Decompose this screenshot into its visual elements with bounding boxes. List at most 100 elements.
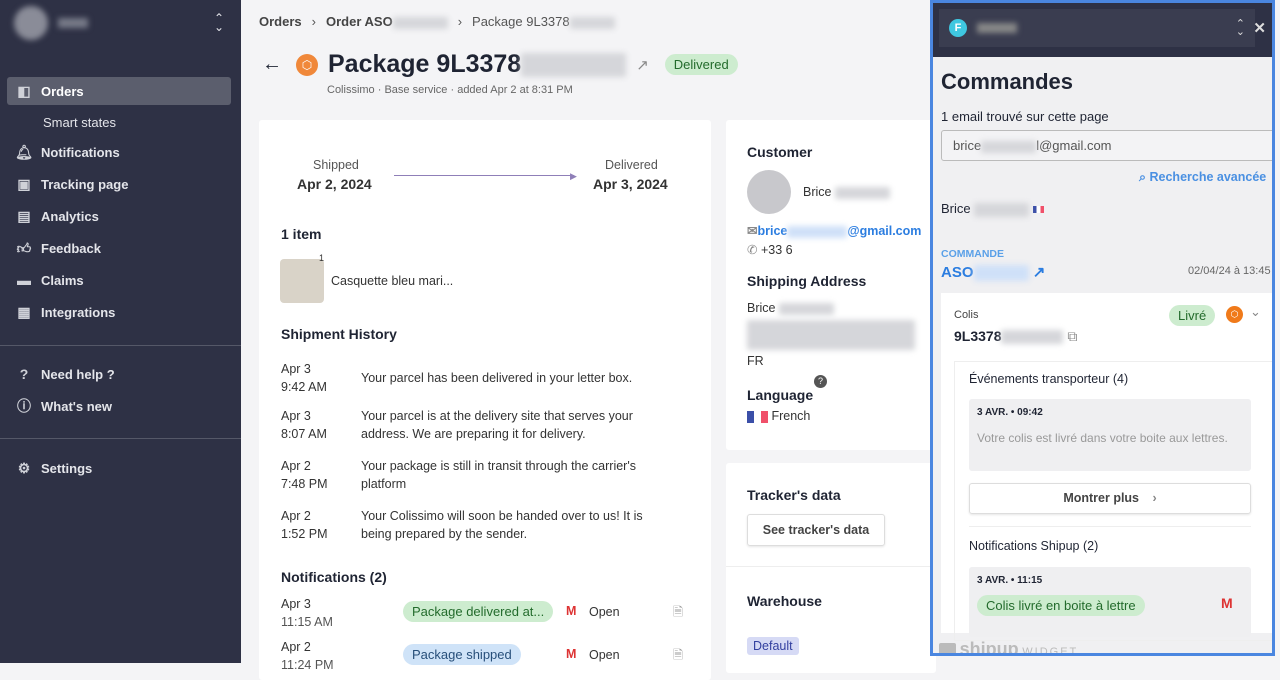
chevron-updown-icon: ⌃ ⌄ bbox=[1235, 18, 1245, 38]
sidebar-item-smart-states[interactable]: Smart states bbox=[7, 108, 231, 136]
breadcrumb-order[interactable]: Order ASO bbox=[326, 14, 448, 29]
external-link-icon: ↗ bbox=[1032, 264, 1046, 281]
tracking-number: 9L3378 ⧉ bbox=[954, 328, 1078, 345]
sidebar-item-help[interactable]: ? Need help ? bbox=[7, 360, 231, 388]
help-icon[interactable]: ? bbox=[814, 375, 827, 388]
avatar bbox=[747, 170, 791, 214]
back-arrow-icon[interactable]: ← bbox=[262, 53, 282, 75]
info-icon: ⓘ bbox=[17, 398, 31, 414]
label: Claims bbox=[41, 272, 84, 288]
colissimo-carrier-icon: ⬡ bbox=[1226, 306, 1243, 323]
notification-label: Colis livré en boite à lettre bbox=[977, 595, 1145, 616]
avatar bbox=[14, 6, 48, 40]
order-date: 02/04/24 à 13:45 bbox=[1188, 265, 1271, 277]
show-more-button[interactable]: Montrer plus › bbox=[969, 483, 1251, 514]
warehouse-title: Warehouse bbox=[747, 593, 822, 609]
item-quantity: 1 bbox=[319, 253, 325, 263]
widget-title: Commandes bbox=[941, 69, 1074, 94]
history-title: Shipment History bbox=[281, 326, 397, 342]
sidebar-item-integrations[interactable]: ▦ Integrations bbox=[7, 298, 231, 326]
account-switcher[interactable]: F ⌃ ⌄ bbox=[939, 9, 1255, 47]
box-icon: ◧ bbox=[17, 82, 31, 99]
product-image[interactable] bbox=[280, 259, 324, 303]
sidebar-item-notifications[interactable]: 🔔︎ Notifications bbox=[7, 138, 231, 166]
shipping-address-title: Shipping Address bbox=[747, 273, 867, 289]
email-search-input[interactable]: brice l@gmail.com bbox=[941, 130, 1272, 161]
notifications-title: Notifications Shipup (2) bbox=[969, 539, 1099, 553]
help-icon: ? bbox=[19, 366, 29, 382]
sidebar-item-orders[interactable]: ◧ Orders bbox=[7, 77, 231, 105]
search-icon: ⌕ bbox=[1139, 170, 1147, 184]
package-subtitle: Colissimo · Base service · added Apr 2 a… bbox=[327, 84, 573, 96]
divider bbox=[969, 526, 1251, 527]
event-text: Your Colissimo will soon be handed over … bbox=[361, 509, 643, 541]
customer-phone: ✆ +33 6 bbox=[747, 243, 793, 257]
parcel-card: Colis Livré ⬡ ⌄ 9L3378 ⧉ Événements tran… bbox=[941, 293, 1272, 641]
event-date: Apr 2 1:52 PM bbox=[281, 509, 328, 541]
sidebar-item-whats-new[interactable]: ⓘ What's new bbox=[7, 392, 231, 420]
event-item: 3 AVR. • 09:42 Votre colis est livré dan… bbox=[969, 399, 1251, 471]
advanced-search-link[interactable]: ⌕ Recherche avancée bbox=[1139, 170, 1267, 184]
customer-email[interactable]: ✉brice @gmail.com bbox=[747, 224, 922, 238]
document-icon[interactable]: 🗎 bbox=[673, 605, 684, 619]
document-icon[interactable]: 🗎 bbox=[673, 648, 684, 662]
bar-chart-icon: ▤ bbox=[17, 207, 31, 224]
sidebar-item-feedback[interactable]: 👍︎ Feedback bbox=[7, 234, 231, 262]
page-header: ← ⬡ Package 9L3378 ↗ Delivered bbox=[262, 50, 738, 79]
notification-date: Apr 3 11:15 AM bbox=[281, 597, 333, 629]
notification-date: Apr 2 11:24 PM bbox=[281, 640, 334, 672]
delivered-date: Apr 3, 2024 bbox=[593, 176, 668, 192]
shipped-date: Apr 2, 2024 bbox=[297, 176, 372, 192]
label: Feedback bbox=[41, 240, 101, 256]
events-panel: Événements transporteur (4) 3 AVR. • 09:… bbox=[954, 361, 1272, 641]
thumbs-up-icon: 👍︎ bbox=[16, 239, 32, 256]
gmail-icon: M bbox=[566, 604, 577, 618]
french-flag-icon bbox=[1032, 206, 1044, 213]
external-link-icon[interactable]: ↗ bbox=[636, 56, 649, 74]
chevron-down-icon[interactable]: ⌄ bbox=[1250, 304, 1261, 319]
workspace-name bbox=[58, 18, 88, 28]
page-title: Package 9L3378 bbox=[328, 50, 627, 79]
breadcrumb-package: Package 9L3378 bbox=[472, 14, 615, 29]
copy-icon[interactable]: ⧉ bbox=[1067, 328, 1078, 344]
workspace-switcher[interactable]: ⌃ ⌄ bbox=[14, 6, 224, 40]
items-title: 1 item bbox=[281, 226, 322, 242]
shipup-widget-logo: shipup WIDGET bbox=[939, 639, 1272, 653]
sidebar-item-claims[interactable]: ▬ Claims bbox=[7, 266, 231, 294]
warehouse-tag: Default bbox=[747, 637, 799, 655]
label: Smart states bbox=[43, 114, 116, 130]
sidebar-item-tracking-page[interactable]: ▣ Tracking page bbox=[7, 170, 231, 198]
event-text: Your parcel has been delivered in your l… bbox=[361, 371, 633, 385]
sidebar: ⌃ ⌄ ◧ Orders Smart states 🔔︎ Notifications … bbox=[0, 0, 241, 663]
label: Need help ? bbox=[41, 366, 115, 382]
divider bbox=[0, 438, 241, 439]
event-text: Votre colis est livré dans votre boite a… bbox=[977, 431, 1228, 445]
sidebar-item-analytics[interactable]: ▤ Analytics bbox=[7, 202, 231, 230]
label: What's new bbox=[41, 398, 112, 414]
package-details-card: Shipped Apr 2, 2024 ▶ Delivered Apr 3, 2… bbox=[259, 120, 711, 680]
events-title: Événements transporteur (4) bbox=[969, 372, 1129, 386]
label: Integrations bbox=[41, 304, 116, 320]
chevron-right-icon: › bbox=[311, 14, 316, 29]
item-name[interactable]: Casquette bleu mari... bbox=[331, 274, 454, 288]
see-trackers-data-button[interactable]: See tracker's data bbox=[747, 514, 885, 546]
breadcrumb-orders[interactable]: Orders bbox=[259, 14, 302, 29]
event-date: Apr 2 7:48 PM bbox=[281, 459, 328, 491]
notification-template[interactable]: Package delivered at... bbox=[403, 601, 554, 622]
sidebar-item-settings[interactable]: ⚙ Settings bbox=[7, 454, 231, 482]
address-lines bbox=[747, 320, 915, 350]
notification-item: 3 AVR. • 11:15 Colis livré en boite à le… bbox=[969, 567, 1251, 637]
customer-name: Brice bbox=[803, 185, 890, 199]
arrow-right-icon: ▶ bbox=[570, 171, 577, 181]
notification-template[interactable]: Package shipped bbox=[403, 644, 521, 665]
order-link[interactable]: ASO ↗ bbox=[941, 264, 1046, 282]
widget-header: F ⌃ ⌄ ✕ bbox=[933, 3, 1272, 57]
ship-country: FR bbox=[747, 354, 764, 368]
close-icon[interactable]: ✕ bbox=[1253, 20, 1266, 37]
ship-name: Brice bbox=[747, 301, 834, 315]
order-label: COMMANDE bbox=[941, 248, 1004, 260]
label: Orders bbox=[41, 83, 84, 99]
event-date: 3 AVR. • 09:42 bbox=[977, 407, 1043, 418]
label: Notifications bbox=[41, 144, 120, 160]
divider bbox=[0, 345, 241, 346]
